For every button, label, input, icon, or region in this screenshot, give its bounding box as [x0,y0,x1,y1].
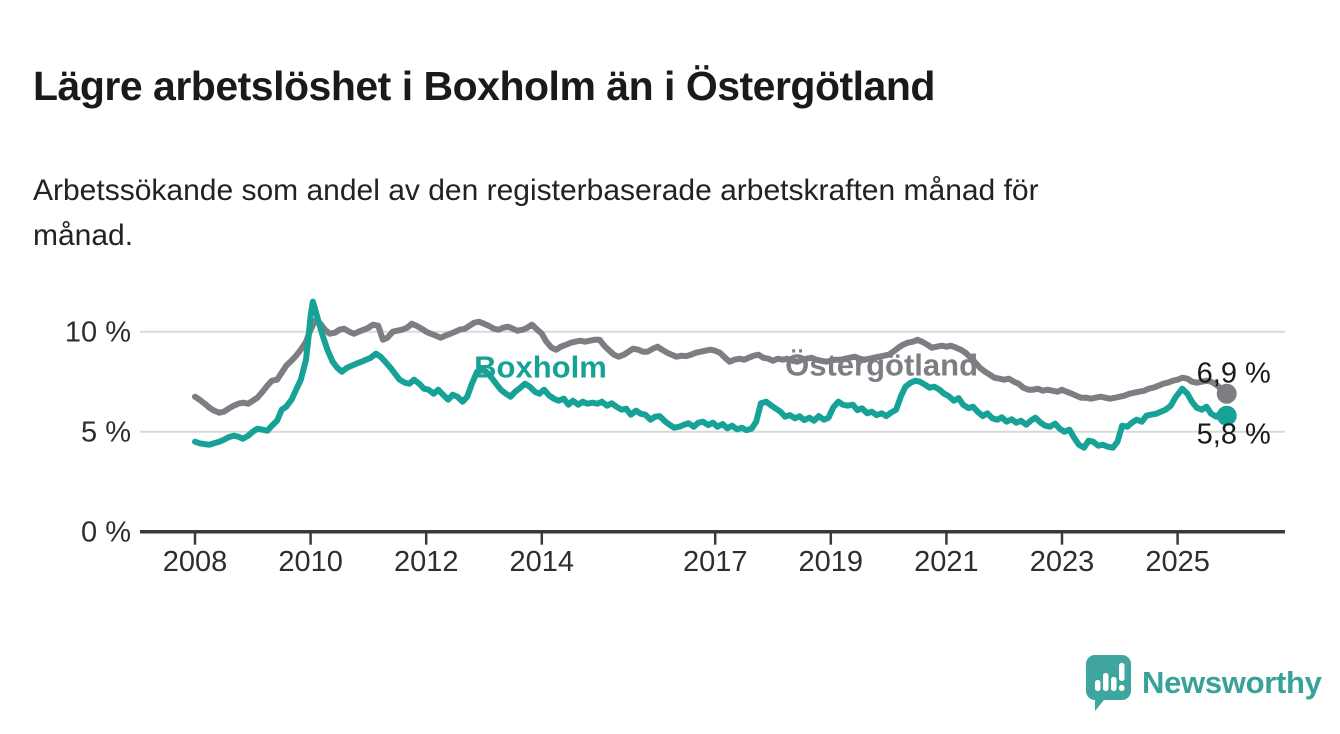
chart-subtitle: Arbetssökande som andel av den registerb… [33,174,1039,252]
newsworthy-logo: Newsworthy [1085,653,1325,713]
series-end-dot-östergötland [1216,383,1237,404]
x-axis-label: 2025 [1145,546,1210,578]
series-line-boxholm [192,298,1230,451]
x-axis-label: 2012 [394,546,459,578]
x-axis-label: 2017 [683,546,748,578]
y-axis-label: 0 % [81,517,131,549]
annotation-boxholm: Boxholm [474,350,607,385]
x-axis-label: 2010 [278,546,343,578]
newsworthy-bubble-chart-icon [1086,655,1131,711]
annotation-6-9-: 6,9 % [1197,357,1271,389]
y-axis-label: 5 % [81,417,131,449]
line-chart: 10 % 5 % 0 % 2008 2010 2012 2014 2017 2019 2021 20… [65,298,1285,578]
series-end-dot-boxholm [1216,405,1237,426]
page-title: Lägre arbetslöshet i Boxholm än i Österg… [33,63,935,110]
series-line-östergötland [192,317,1230,416]
x-axis-label: 2021 [914,546,979,578]
x-axis-label: 2014 [510,546,575,578]
x-axis-label: 2019 [799,546,864,578]
annotation-östergötland: Östergötland [785,347,978,382]
annotation-5-8-: 5,8 % [1197,419,1271,451]
line-chart-container: 10 % 5 % 0 % 2008 2010 2012 2014 2017 2019 2021 20… [0,270,1340,580]
x-axis-label: 2008 [163,546,228,578]
y-axis-label: 10 % [65,317,131,349]
x-axis-label: 2023 [1030,546,1095,578]
newsworthy-logo-text: Newsworthy [1142,665,1322,700]
